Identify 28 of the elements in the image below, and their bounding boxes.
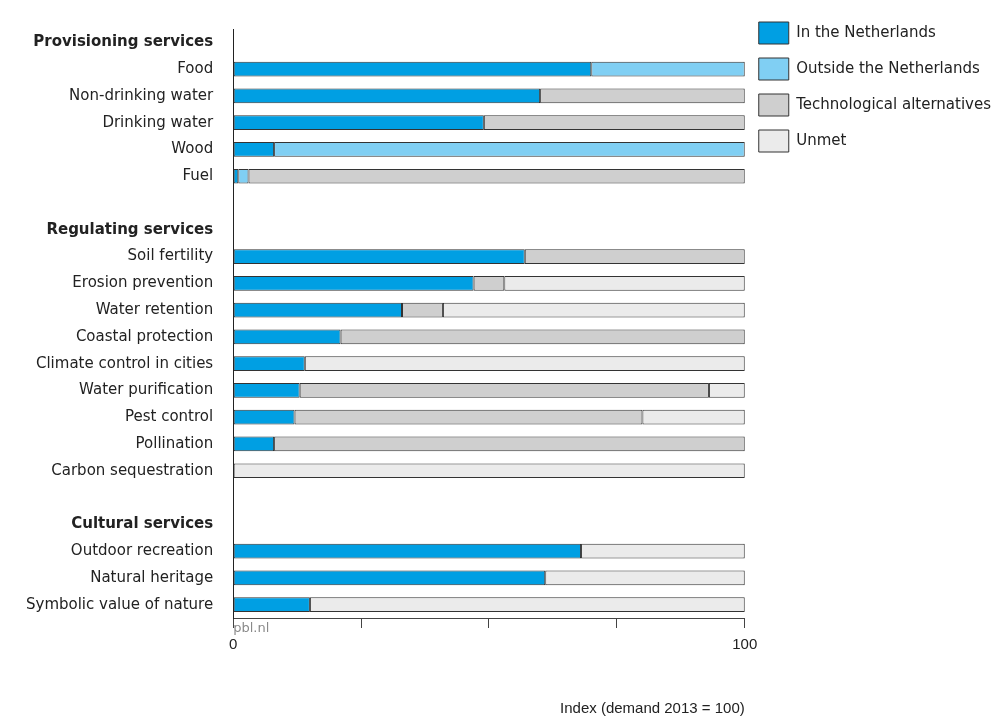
y-tick-label: Water purification	[79, 380, 214, 399]
y-tick-label: Erosion prevention	[72, 273, 214, 292]
y-tick-label: Wood	[171, 139, 214, 158]
x-axis-title: Index (demand 2013 = 100)	[560, 699, 745, 717]
y-tick-label: Drinking water	[102, 112, 215, 131]
y-tick-label: Climate control in cities	[35, 353, 214, 372]
y-tick-label: Pest control	[124, 407, 214, 426]
legend-label: Unmet	[796, 130, 847, 149]
y-tick-label: Natural heritage	[90, 567, 214, 586]
y-tick-label: Outdoor recreation	[70, 540, 214, 559]
y-tick-label: Pollination	[135, 433, 214, 452]
y-tick-label: Food	[177, 59, 214, 78]
y-tick-label: Provisioning services	[33, 32, 214, 51]
y-tick-label: Symbolic value of nature	[25, 594, 214, 613]
y-tick-label: Coastal protection	[75, 326, 214, 345]
text: pbl.nl	[233, 619, 270, 635]
y-tick-label: Carbon sequestration	[51, 460, 214, 479]
y-tick-label: Regulating services	[46, 219, 214, 238]
y-tick-label: Non-drinking water	[69, 85, 214, 104]
legend-label: Outside the Netherlands	[796, 58, 980, 77]
x-tick-label: 100	[732, 635, 758, 653]
x-tick-label: 0	[229, 635, 238, 653]
y-tick-label: Soil fertility	[127, 246, 214, 265]
y-tick-label: Fuel	[182, 166, 214, 185]
y-tick-label: Water retention	[95, 300, 214, 318]
legend-label: In the Netherlands	[796, 22, 936, 41]
legend-label: Technological alternatives	[795, 94, 992, 113]
y-tick-label: Cultural services	[71, 514, 214, 533]
